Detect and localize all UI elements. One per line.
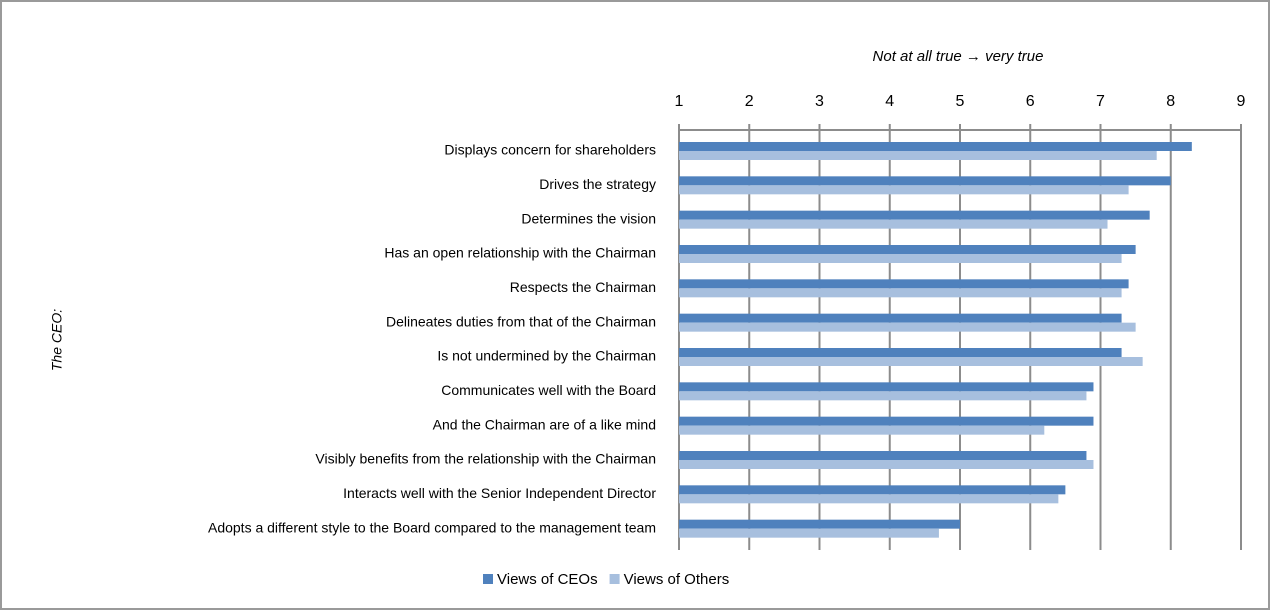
- bar: [679, 416, 1094, 426]
- x-tick-label: 2: [745, 93, 754, 110]
- bar: [679, 451, 1087, 460]
- x-tick-label: 1: [675, 93, 684, 110]
- y-tick-label: Drives the strategy: [539, 176, 656, 192]
- y-tick-label: Is not undermined by the Chairman: [437, 348, 656, 364]
- y-tick-label: Displays concern for shareholders: [444, 142, 656, 158]
- x-tick-label: 3: [815, 93, 824, 110]
- x-tick-label: 9: [1237, 93, 1246, 110]
- bar: [679, 460, 1094, 469]
- bar: [679, 219, 1108, 229]
- x-tick-label: 5: [956, 93, 965, 110]
- bar: [679, 382, 1094, 392]
- x-tick-label: 7: [1096, 93, 1105, 110]
- bar: [679, 348, 1122, 357]
- y-tick-label: Determines the vision: [521, 210, 656, 226]
- y-axis-title: The CEO:: [49, 309, 65, 371]
- y-tick-label: Has an open relationship with the Chairm…: [384, 245, 656, 261]
- y-tick-label: Adopts a different style to the Board co…: [208, 519, 656, 535]
- y-tick-label: Respects the Chairman: [510, 279, 656, 295]
- y-tick-label: And the Chairman are of a like mind: [433, 416, 656, 432]
- x-axis-title: Not at all true → very true: [873, 48, 1044, 65]
- y-tick-label: Communicates well with the Board: [441, 382, 656, 398]
- legend-swatch: [483, 574, 493, 584]
- bar: [679, 425, 1045, 435]
- y-tick-label: Delineates duties from that of the Chair…: [386, 313, 656, 329]
- bar: [679, 519, 960, 529]
- x-tick-label: 6: [1026, 93, 1035, 110]
- y-tick-label: Visibly benefits from the relationship w…: [315, 451, 656, 467]
- bar: [679, 176, 1171, 186]
- bar: [679, 357, 1143, 366]
- y-tick-label: Interacts well with the Senior Independe…: [343, 485, 656, 501]
- bar: [679, 185, 1129, 195]
- bar: [679, 254, 1122, 263]
- x-tick-label: 4: [885, 93, 894, 110]
- legend-label: Views of CEOs: [497, 571, 598, 588]
- legend-swatch: [609, 574, 620, 584]
- bar: [679, 528, 939, 538]
- bar: [679, 279, 1129, 289]
- bar: [679, 151, 1157, 160]
- bar: [679, 391, 1087, 401]
- bar: [679, 142, 1192, 151]
- bar: [679, 485, 1066, 495]
- x-tick-label: 8: [1166, 93, 1175, 110]
- bar: [679, 494, 1059, 504]
- bar: [679, 322, 1136, 332]
- bar: [679, 313, 1122, 323]
- legend-label: Views of Others: [624, 571, 730, 588]
- bar: [679, 245, 1136, 254]
- bar: [679, 210, 1150, 220]
- bar: [679, 288, 1122, 298]
